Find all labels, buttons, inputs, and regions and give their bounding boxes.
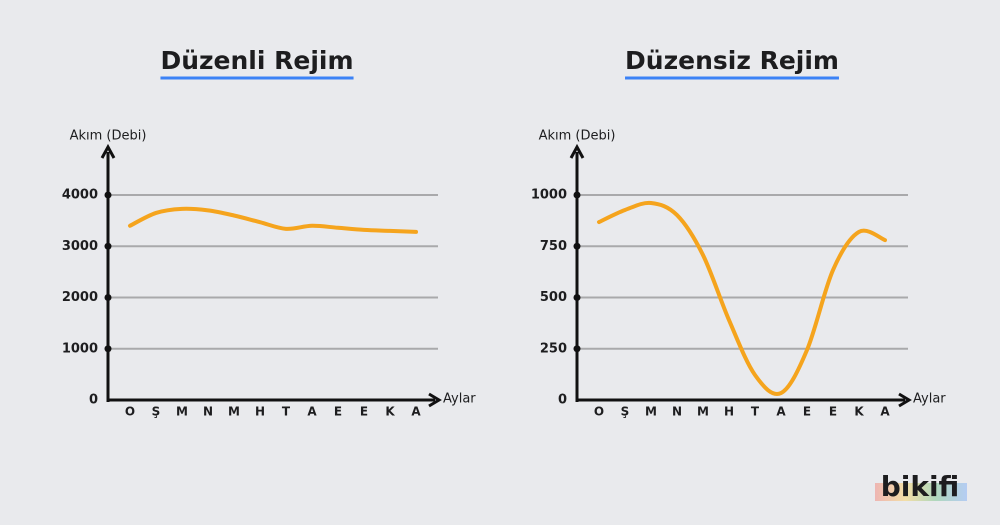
chart-title: Düzenli Rejim: [160, 46, 353, 75]
x-axis-label: Aylar: [913, 392, 946, 407]
x-arrow: [428, 392, 442, 408]
x-tick-label: A: [880, 405, 890, 419]
x-tick-label: N: [672, 405, 682, 419]
x-axis-label: Aylar: [443, 392, 476, 407]
y-tick-label: 3000: [62, 239, 98, 254]
logo-bar: [875, 483, 967, 501]
y-axis-label: Akım (Debi): [539, 129, 616, 144]
y-tick-label: 250: [540, 341, 567, 356]
logo: bikifi: [881, 470, 960, 503]
y-arrow: [569, 143, 585, 159]
x-tick-label: O: [125, 405, 135, 419]
x-tick-label: A: [776, 405, 786, 419]
x-tick-label: A: [307, 405, 317, 419]
x-tick-label: E: [360, 405, 368, 419]
x-tick-label: M: [228, 405, 240, 419]
data-line: [128, 206, 418, 234]
y-tick-label: 2000: [62, 290, 98, 305]
x-tick-label: M: [645, 405, 657, 419]
y-axis-label: Akım (Debi): [70, 129, 147, 144]
x-tick-label: N: [203, 405, 213, 419]
y-arrow: [100, 143, 116, 159]
x-tick-label: E: [829, 405, 837, 419]
y-tick-label: 4000: [62, 188, 98, 203]
y-tick-label: 750: [540, 239, 567, 254]
x-tick-label: Ş: [621, 405, 630, 419]
x-tick-label: K: [385, 405, 395, 419]
y-tick-label: 0: [89, 393, 98, 408]
x-tick-label: E: [334, 405, 342, 419]
x-tick-label: E: [803, 405, 811, 419]
x-arrow: [898, 392, 912, 408]
y-tick-label: 0: [558, 393, 567, 408]
x-tick-label: A: [411, 405, 421, 419]
data-line: [597, 200, 887, 396]
y-tick-label: 1000: [531, 188, 567, 203]
x-tick-label: M: [176, 405, 188, 419]
x-tick-label: H: [724, 405, 734, 419]
x-tick-label: M: [697, 405, 709, 419]
x-tick-label: T: [282, 405, 291, 419]
x-tick-label: O: [594, 405, 604, 419]
x-tick-label: K: [854, 405, 864, 419]
y-tick-label: 1000: [62, 341, 98, 356]
x-tick-label: H: [255, 405, 265, 419]
x-tick-label: T: [751, 405, 760, 419]
chart-title: Düzensiz Rejim: [625, 46, 839, 75]
y-tick-label: 500: [540, 290, 567, 305]
x-tick-label: Ş: [152, 405, 161, 419]
